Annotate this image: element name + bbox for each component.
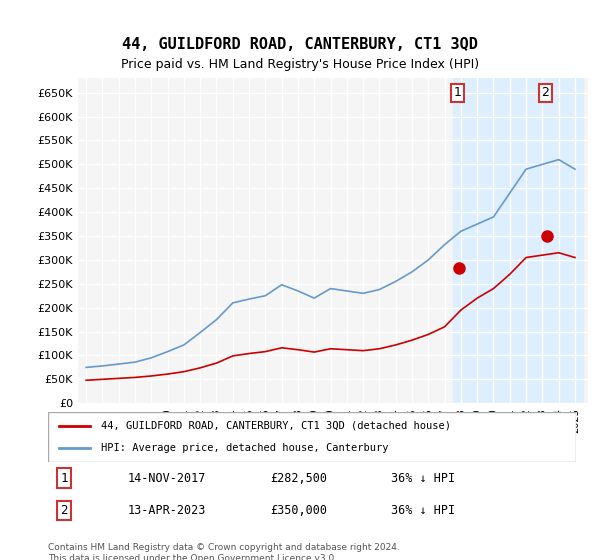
Text: Price paid vs. HM Land Registry's House Price Index (HPI): Price paid vs. HM Land Registry's House … [121, 58, 479, 71]
Text: 14-NOV-2017: 14-NOV-2017 [127, 472, 206, 484]
Text: £350,000: £350,000 [270, 504, 327, 517]
Text: 2: 2 [60, 504, 68, 517]
Text: 36% ↓ HPI: 36% ↓ HPI [391, 504, 455, 517]
Text: £282,500: £282,500 [270, 472, 327, 484]
Text: 13-APR-2023: 13-APR-2023 [127, 504, 206, 517]
Text: 44, GUILDFORD ROAD, CANTERBURY, CT1 3QD: 44, GUILDFORD ROAD, CANTERBURY, CT1 3QD [122, 38, 478, 52]
Bar [453, 78, 583, 403]
Text: Contains HM Land Registry data © Crown copyright and database right 2024.
This d: Contains HM Land Registry data © Crown c… [48, 543, 400, 560]
Text: 1: 1 [60, 472, 68, 484]
Text: 1: 1 [453, 86, 461, 99]
Text: 2: 2 [542, 86, 550, 99]
FancyBboxPatch shape [48, 412, 576, 462]
Text: 44, GUILDFORD ROAD, CANTERBURY, CT1 3QD (detached house): 44, GUILDFORD ROAD, CANTERBURY, CT1 3QD … [101, 421, 451, 431]
Text: HPI: Average price, detached house, Canterbury: HPI: Average price, detached house, Cant… [101, 443, 388, 453]
Text: 36% ↓ HPI: 36% ↓ HPI [391, 472, 455, 484]
